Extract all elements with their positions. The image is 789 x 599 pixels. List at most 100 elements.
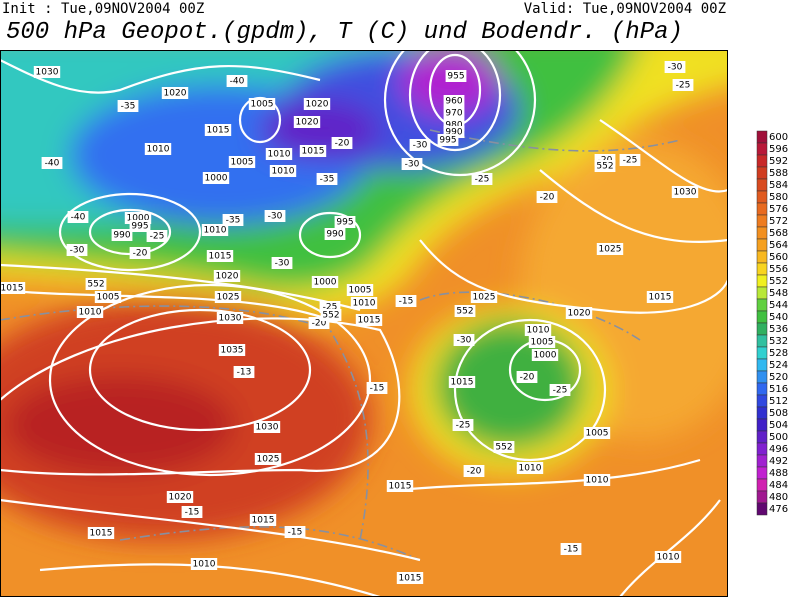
colorbar-label: 556 [769,264,788,275]
label-box [190,558,218,570]
map-label: 552 [322,311,339,321]
label-box [531,349,559,361]
map-label: -20 [540,193,555,203]
label-box [253,421,281,433]
map-label: -30 [268,212,283,222]
colorbar-label: 564 [769,240,788,251]
colorbar-segment [756,238,768,252]
label-box [437,134,459,146]
label-box [463,465,485,477]
map-label: 995 [131,222,148,232]
map-label: 980 [445,121,462,131]
label-box [161,87,189,99]
colorbar-label: 516 [769,384,788,395]
map-label: -20 [133,249,148,259]
map-label: 1000 [205,174,228,184]
label-box [334,216,356,228]
map-label: -20 [312,319,327,329]
label-box [452,419,474,431]
label-box [560,543,582,555]
map-label: -40 [71,213,86,223]
label-box [443,107,465,119]
label-box [516,371,538,383]
map-label: 1020 [164,89,187,99]
map-label: 1025 [599,245,622,255]
map-label: 1005 [231,158,254,168]
colorbar-label: 540 [769,312,788,323]
map-label: -15 [370,384,385,394]
map-label: -30 [275,259,290,269]
colorbar-label: 528 [769,348,788,359]
valid-time: Valid: Tue,09NOV2004 00Z [524,1,726,17]
label-box [87,527,115,539]
colorbar: 6005965925885845805765725685645605565525… [756,130,788,516]
map-label: 1010 [204,226,227,236]
label-box [594,160,616,172]
label-box [528,336,556,348]
map-label: 552 [87,280,104,290]
colorbar-label: 560 [769,252,788,263]
colorbar-segment [756,502,768,516]
map-label: -35 [320,175,335,185]
label-box [453,334,475,346]
map-label: 1030 [219,314,242,324]
map-label: 1015 [209,252,232,262]
map-label: 1015 [207,126,230,136]
label-box [448,376,476,388]
label-box [85,278,107,290]
map-label: -20 [335,139,350,149]
label-box [346,284,374,296]
map-label: 1015 [358,316,381,326]
label-box [166,491,194,503]
label-box [355,314,383,326]
label-box [222,214,244,226]
label-box [516,462,544,474]
map-label: -15 [564,545,579,555]
label-box [316,173,338,185]
map-label: 1015 [1,284,24,294]
map-label: 995 [336,218,353,228]
label-box [583,427,611,439]
label-box [284,526,306,538]
colorbar-label: 500 [769,432,788,443]
map-label: 1000 [127,214,150,224]
map-label: -20 [520,373,535,383]
map-border [0,50,728,597]
map-label: 1025 [257,455,280,465]
label-box [214,291,242,303]
label-box [331,137,353,149]
colorbar-segment [756,286,768,300]
map-label: 1030 [674,188,697,198]
label-box [654,551,682,563]
map-label: -30 [70,246,85,256]
map-label: 1020 [296,118,319,128]
colorbar-segment [756,418,768,432]
label-box [299,145,327,157]
label-box [271,257,293,269]
label-box [303,98,331,110]
colorbar-label: 504 [769,420,788,431]
map-label: 1020 [306,100,329,110]
map-label: 1015 [389,482,412,492]
label-box [454,305,476,317]
map-label: 1000 [534,351,557,361]
map-label: -35 [121,102,136,112]
map-label: -30 [668,63,683,73]
label-box [213,270,241,282]
label-box [0,282,26,294]
colorbar-segment [756,310,768,324]
label-box [111,229,133,241]
label-box [293,116,321,128]
label-box [671,186,699,198]
map-label: 552 [495,443,512,453]
map-label: 1015 [649,293,672,303]
map-label: 1030 [36,68,59,78]
map-label: 1005 [586,429,609,439]
colorbar-label: 592 [769,156,788,167]
colorbar-label: 568 [769,228,788,239]
map-label: 1035 [221,346,244,356]
colorbar-segment [756,490,768,504]
colorbar-label: 512 [769,396,788,407]
map-title: 500 hPa Geopot.(gpdm), T (C) und Bodendr… [6,19,683,46]
map-area: 1030 1020 1005 1020 1015 1020 1010 1005 1010 1015… [0,50,728,597]
